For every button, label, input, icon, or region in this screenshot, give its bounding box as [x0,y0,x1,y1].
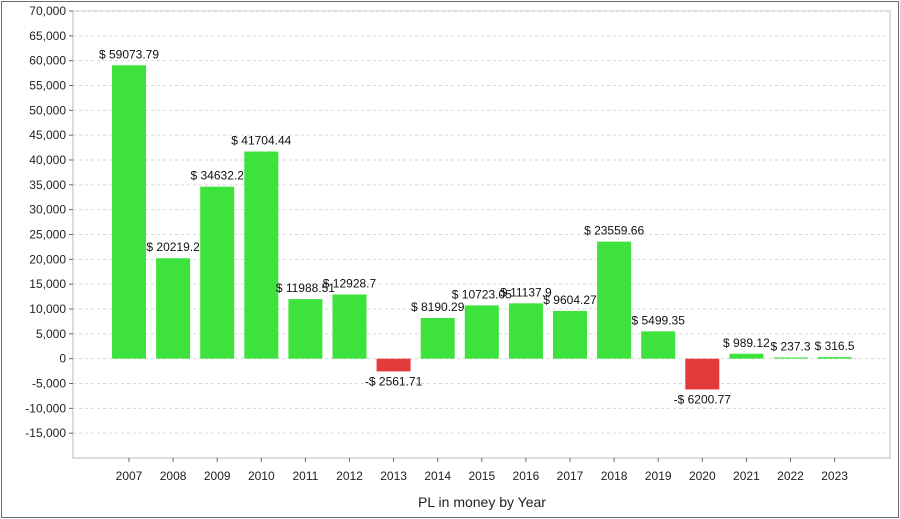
x-tick-label-2008: 2008 [160,469,187,483]
data-label-2011: $ 11988.51 [276,281,335,295]
data-label-2013: -$ 2561.71 [365,374,423,388]
bar-2015 [464,305,499,359]
x-tick-label-2017: 2017 [557,469,584,483]
data-label-2007: $ 59073.79 [99,47,159,61]
bars [112,65,852,390]
x-tick-label-2011: 2011 [292,469,318,483]
x-tick-label-2019: 2019 [645,469,672,483]
data-label-2012: $ 12928.7 [323,276,377,290]
y-tick-label: 10,000 [29,302,66,316]
data-label-2023: $ 316.5 [815,339,855,353]
y-tick-label: 20,000 [29,252,66,266]
y-tick-label: 55,000 [29,79,66,93]
data-label-2016: $ 11137.9 [500,285,552,299]
bar-2014 [420,317,455,359]
y-tick-label: 45,000 [29,128,66,142]
data-label-2019: $ 5499.35 [632,313,686,327]
y-tick-label: 50,000 [29,103,66,117]
bar-2011 [288,299,323,359]
x-tick-label-2009: 2009 [204,469,231,483]
x-tick-label-2022: 2022 [777,469,804,483]
data-label-2022: $ 237.3 [770,339,810,353]
bar-2017 [553,310,587,359]
bar-2009 [200,186,235,359]
data-label-2008: $ 20219.2 [146,240,200,254]
y-tick-label: 15,000 [29,277,66,291]
x-axis: 2007 2008 2009 2010 2011 2012 2013 2014 2015 2016… [116,458,848,483]
y-tick-label: 40,000 [29,153,66,167]
y-tick-label: 25,000 [29,228,66,242]
y-tick-label: -10,000 [25,401,66,415]
x-tick-label-2012: 2012 [336,469,363,483]
x-tick-label-2014: 2014 [424,469,451,483]
x-tick-label-2016: 2016 [513,469,540,483]
data-label-2021: $ 989.12 [723,336,770,350]
bar-2019 [641,331,676,359]
bar-2007 [112,65,146,359]
y-axis: 70,000 65,000 60,000 55,000 50,000 45,000 40,0… [25,4,73,440]
data-label-2010: $ 41704.44 [231,134,291,148]
y-tick-label: 0 [59,352,66,366]
data-label-2018: $ 23559.66 [584,224,644,238]
bar-2020 [685,358,720,390]
x-tick-label-2015: 2015 [468,469,495,483]
y-tick-label: 30,000 [29,203,66,217]
x-tick-label-2018: 2018 [601,469,628,483]
data-label-2017: $ 9604.27 [543,293,597,307]
data-label-2015: $ 10723.05 [452,287,512,301]
x-axis-title: PL in money by Year [418,494,546,510]
bar-2021 [729,353,764,359]
y-tick-label: 60,000 [29,54,66,68]
x-tick-label-2007: 2007 [116,469,143,483]
x-tick-label-2023: 2023 [821,469,848,483]
x-tick-label-2020: 2020 [689,469,716,483]
bar-2012 [332,294,367,359]
x-tick-label-2021: 2021 [733,469,760,483]
data-labels: $ 59073.79 $ 20219.2 $ 34632.2 $ 41704.44 $ … [99,47,855,406]
x-tick-label-2010: 2010 [248,469,275,483]
bar-2008 [156,258,191,359]
bar-2023 [817,357,852,359]
bar-2016 [508,303,543,359]
y-tick-label: 35,000 [29,178,66,192]
y-tick-label: 5,000 [36,327,66,341]
y-tick-label: 65,000 [29,29,66,43]
y-tick-label: -5,000 [32,377,66,391]
y-tick-label: 70,000 [29,4,66,18]
bar-2018 [597,241,632,359]
data-label-2020: -$ 6200.77 [674,392,732,406]
data-label-2009: $ 34632.2 [191,169,245,183]
bar-2022 [773,357,808,359]
bar-2010 [244,151,279,359]
bar-2013 [376,358,411,372]
y-tick-label: -15,000 [25,426,66,440]
data-label-2014: $ 8190.29 [411,300,465,314]
x-tick-label-2013: 2013 [380,469,407,483]
